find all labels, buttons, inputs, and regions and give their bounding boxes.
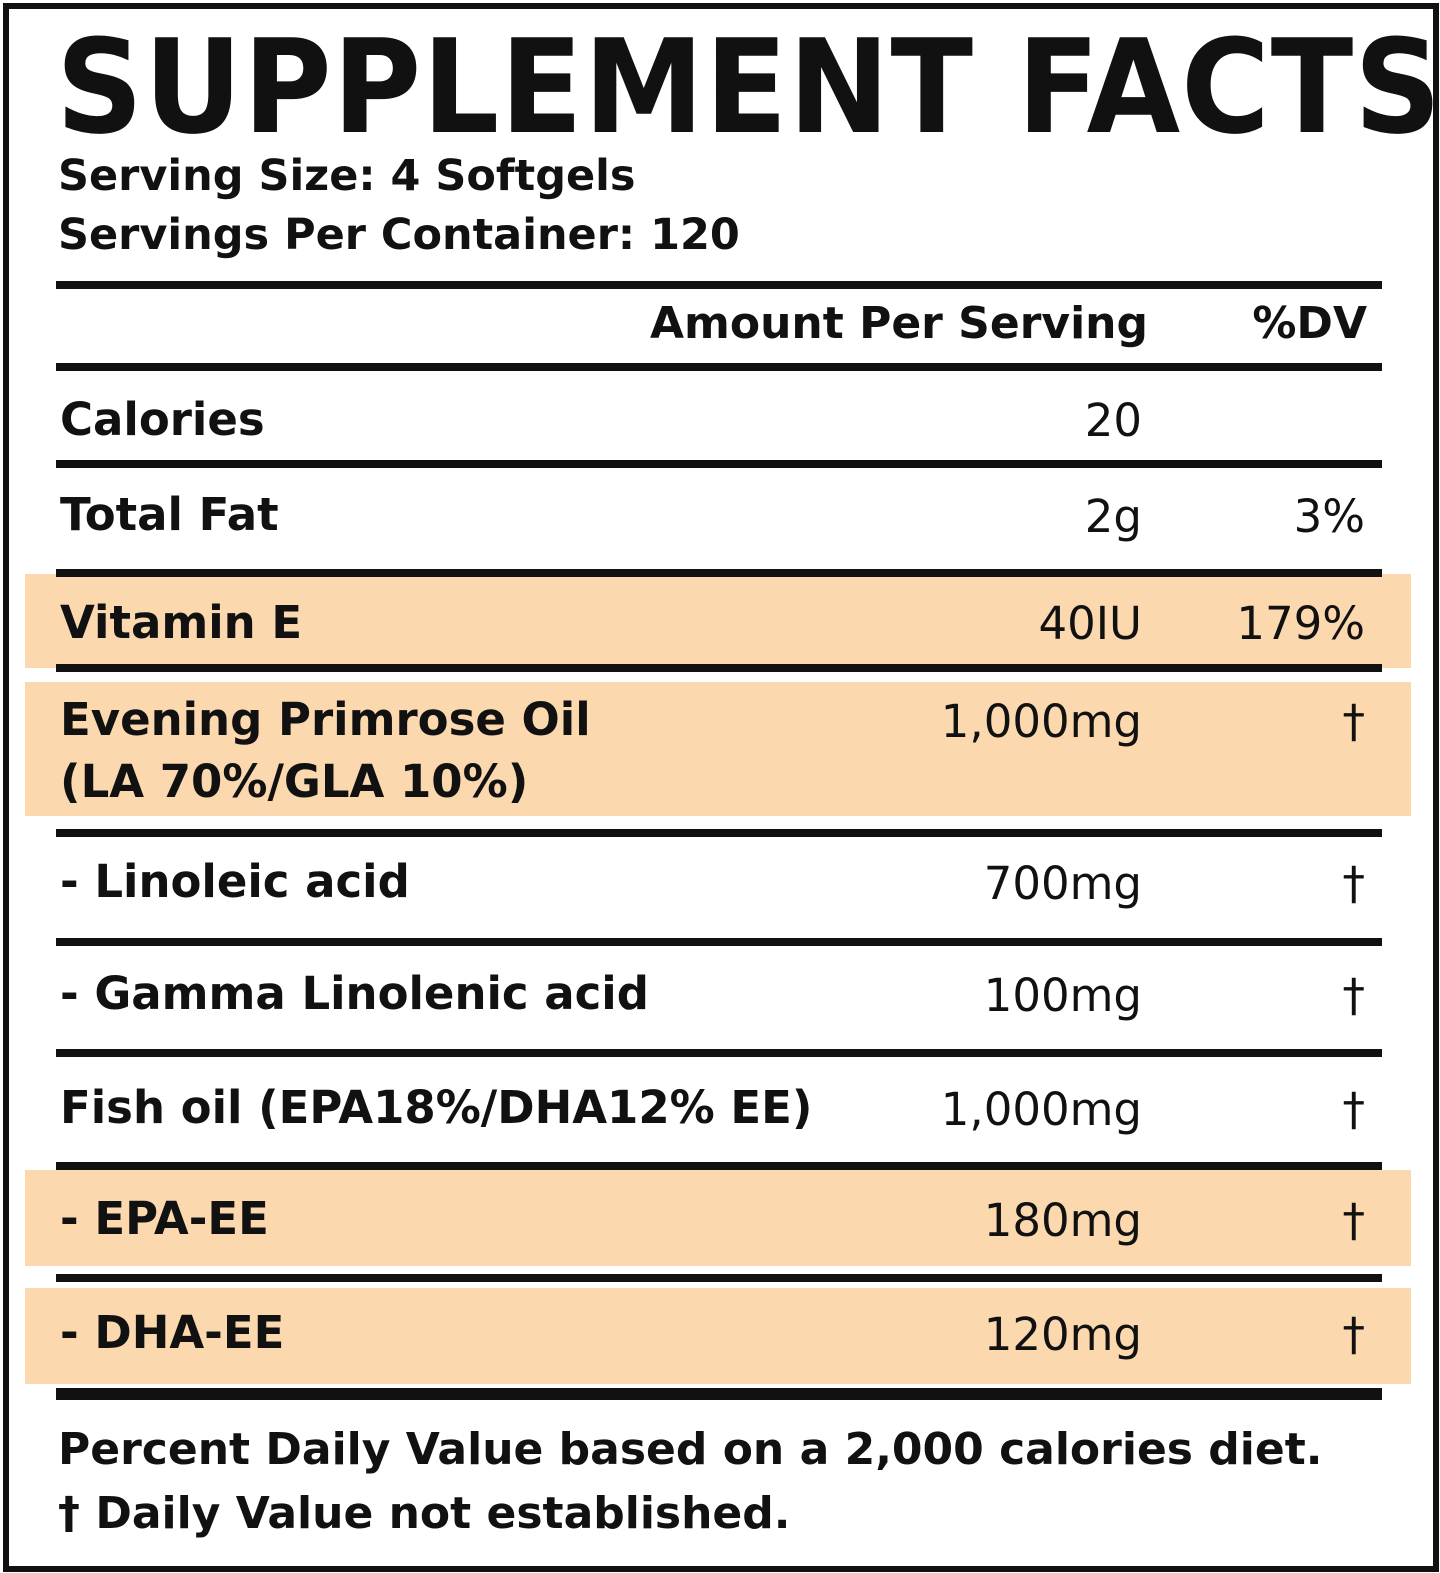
- nutrient-dv: †: [1342, 969, 1366, 1022]
- column-header-dv: %DV: [1252, 298, 1367, 349]
- nutrient-name: - DHA-EE: [60, 1306, 285, 1359]
- nutrient-name: - Gamma Linolenic acid: [60, 967, 649, 1020]
- divider: [56, 664, 1382, 672]
- divider: [56, 938, 1382, 946]
- footnote-dagger: † Daily Value not established.: [58, 1488, 791, 1539]
- nutrient-name: Evening Primrose Oil: [60, 693, 591, 746]
- nutrient-amount: 120mg: [983, 1308, 1142, 1361]
- divider: [56, 1049, 1382, 1057]
- nutrient-name: - EPA-EE: [60, 1192, 269, 1245]
- divider: [56, 363, 1382, 371]
- nutrient-amount: 1,000mg: [940, 695, 1142, 748]
- nutrient-dv: †: [1342, 857, 1366, 910]
- nutrient-amount: 40IU: [1038, 597, 1142, 650]
- nutrient-amount: 1,000mg: [940, 1083, 1142, 1136]
- nutrient-amount: 100mg: [983, 969, 1142, 1022]
- panel-title: SUPPLEMENT FACTS: [56, 11, 1440, 163]
- row-highlight-evening-primrose-oil: [25, 682, 1411, 816]
- nutrient-name-detail: (LA 70%/GLA 10%): [60, 755, 529, 808]
- divider: [56, 569, 1382, 577]
- column-header-amount: Amount Per Serving: [649, 298, 1148, 349]
- row-highlight-dha-ee: [25, 1288, 1411, 1384]
- nutrient-dv: †: [1342, 1308, 1366, 1361]
- footnote-daily-value: Percent Daily Value based on a 2,000 cal…: [58, 1424, 1323, 1475]
- nutrient-dv: †: [1342, 1194, 1366, 1247]
- nutrient-amount: 2g: [1084, 490, 1142, 543]
- nutrient-amount: 180mg: [983, 1194, 1142, 1247]
- divider: [56, 1162, 1382, 1170]
- panel-border: [3, 3, 1439, 1572]
- nutrient-dv: 3%: [1293, 490, 1365, 543]
- divider: [56, 829, 1382, 837]
- row-highlight-vitamin-e: [25, 574, 1411, 668]
- divider: [56, 281, 1382, 289]
- servings-per-container: Servings Per Container: 120: [58, 210, 740, 260]
- nutrient-name: Total Fat: [60, 488, 279, 541]
- serving-size: Serving Size: 4 Softgels: [58, 151, 636, 201]
- divider: [56, 460, 1382, 468]
- nutrient-dv: †: [1342, 695, 1366, 748]
- nutrient-name: Vitamin E: [60, 596, 303, 649]
- divider-thick: [56, 1388, 1382, 1400]
- nutrient-name: Fish oil (EPA18%/DHA12% EE): [60, 1081, 813, 1134]
- divider: [56, 1274, 1382, 1282]
- nutrient-amount: 700mg: [983, 857, 1142, 910]
- row-highlight-epa-ee: [25, 1170, 1411, 1266]
- nutrient-name: Calories: [60, 393, 265, 446]
- nutrient-name: - Linoleic acid: [60, 855, 410, 908]
- nutrient-amount: 20: [1084, 394, 1142, 447]
- nutrient-dv: †: [1342, 1083, 1366, 1136]
- nutrient-dv: 179%: [1236, 597, 1365, 650]
